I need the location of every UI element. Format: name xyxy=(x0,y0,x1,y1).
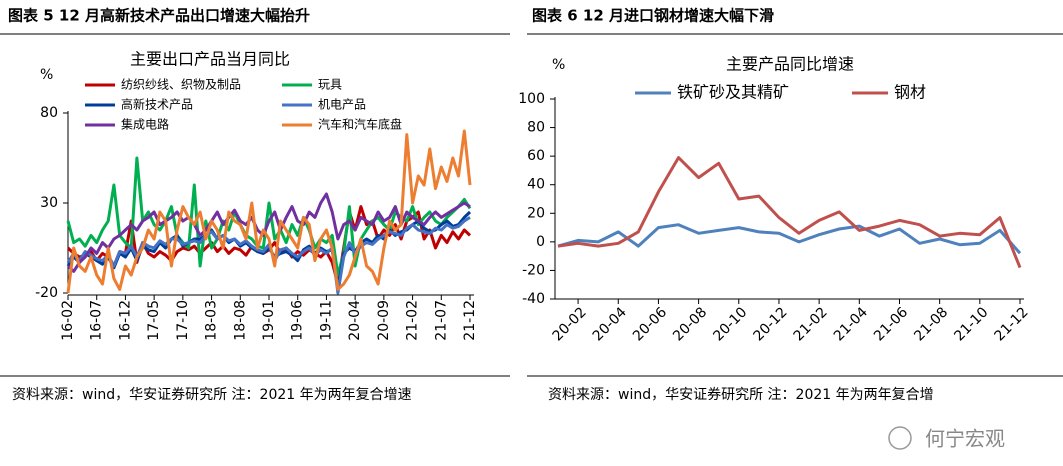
x-tick-label: 19-01 xyxy=(261,300,277,341)
x-tick-label: 17-10 xyxy=(175,300,191,341)
y-unit: % xyxy=(40,67,53,83)
x-tick-label: 20-06 xyxy=(630,304,670,344)
x-tick-label: 21-10 xyxy=(951,304,991,344)
x-tick-label: 20-10 xyxy=(710,304,750,344)
x-tick-label: 20-04 xyxy=(347,300,363,341)
x-tick-label: 20-09 xyxy=(376,300,392,341)
x-tick-label: 19-06 xyxy=(290,300,306,341)
x-tick-label: 16-02 xyxy=(60,300,76,341)
x-tick-label: 21-08 xyxy=(911,304,951,344)
x-tick-label: 21-12 xyxy=(992,304,1032,344)
x-tick-label: 21-06 xyxy=(871,304,911,344)
chart-subtitle: 主要出口产品当月同比 xyxy=(130,50,290,69)
series-line xyxy=(557,156,1022,269)
legend-label: 铁矿砂及其精矿 xyxy=(677,83,789,102)
y-tick-label: 80 xyxy=(527,120,545,136)
y-tick-label: -40 xyxy=(522,291,545,307)
y-tick-label: 0 xyxy=(536,234,545,250)
y-tick-label: 40 xyxy=(527,177,545,193)
series-line xyxy=(66,129,472,294)
x-tick-label: 21-02 xyxy=(791,304,831,344)
y-unit: % xyxy=(552,57,565,73)
source-note: 资料来源：wind，华安证券研究所 注：2021 年为两年复合增 xyxy=(548,386,934,403)
x-tick-label: 21-02 xyxy=(405,300,421,341)
y-tick-label: 60 xyxy=(527,148,545,164)
y-tick-label: 100 xyxy=(518,91,545,107)
y-tick-label: 30 xyxy=(40,195,58,211)
y-tick-label: -20 xyxy=(35,285,58,301)
legend-label: 汽车和汽车底盘 xyxy=(318,117,402,132)
x-tick-label: 20-08 xyxy=(670,304,710,344)
x-tick-label: 20-02 xyxy=(550,304,590,344)
x-tick-label: 20-12 xyxy=(751,304,791,344)
x-tick-label: 19-11 xyxy=(318,300,334,341)
chart-title: 图表 5 12 月高新技术产品出口增速大幅抬升 xyxy=(8,7,310,25)
x-tick-label: 20-04 xyxy=(590,304,630,344)
x-tick-label: 18-08 xyxy=(232,300,248,341)
x-tick-label: 21-12 xyxy=(462,300,478,341)
x-tick-label: 21-04 xyxy=(831,304,871,344)
x-tick-label: 21-07 xyxy=(433,300,449,341)
legend-label: 钢材 xyxy=(894,83,926,102)
y-tick-label: 80 xyxy=(40,105,58,121)
legend-label: 高新技术产品 xyxy=(121,97,193,112)
chart-subtitle: 主要产品同比增速 xyxy=(726,55,854,74)
source-note: 资料来源：wind，华安证券研究所 注：2021 年为两年复合增速 xyxy=(12,386,412,403)
y-tick-label: 20 xyxy=(527,205,545,221)
x-tick-label: 18-03 xyxy=(204,300,220,341)
legend-label: 集成电路 xyxy=(121,117,169,132)
x-tick-label: 16-07 xyxy=(89,300,105,341)
legend-label: 机电产品 xyxy=(318,98,366,112)
series-line xyxy=(557,223,1022,255)
y-tick-label: -20 xyxy=(522,262,545,278)
x-tick-label: 16-12 xyxy=(117,300,133,341)
legend-label: 纺织纱线、织物及制品 xyxy=(121,78,241,92)
x-tick-label: 17-05 xyxy=(146,300,162,341)
chart-title: 图表 6 12 月进口钢材增速大幅下滑 xyxy=(532,7,774,25)
legend-label: 玩具 xyxy=(318,78,342,92)
watermark-icon xyxy=(888,426,912,450)
watermark: 何宁宏观 xyxy=(925,427,1005,451)
series-line xyxy=(66,192,471,273)
